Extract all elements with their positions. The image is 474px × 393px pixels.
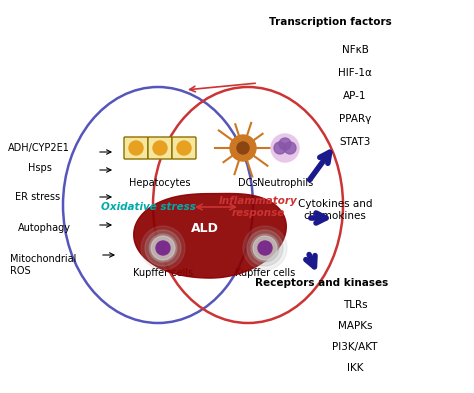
Text: Oxidative stress: Oxidative stress — [100, 202, 195, 212]
Circle shape — [258, 241, 272, 255]
Circle shape — [253, 236, 277, 260]
Text: AP-1: AP-1 — [343, 91, 367, 101]
Text: Hsps: Hsps — [28, 163, 52, 173]
Polygon shape — [134, 193, 286, 278]
Circle shape — [151, 236, 175, 260]
Text: Kupffer cells: Kupffer cells — [235, 268, 295, 278]
Circle shape — [284, 142, 296, 154]
FancyBboxPatch shape — [172, 137, 196, 159]
Circle shape — [274, 142, 286, 154]
Text: Mitochondrial
ROS: Mitochondrial ROS — [10, 254, 76, 276]
Text: DCs: DCs — [238, 178, 258, 188]
Circle shape — [271, 134, 299, 162]
Circle shape — [177, 141, 191, 155]
Text: STAT3: STAT3 — [339, 137, 371, 147]
Circle shape — [251, 234, 279, 262]
Circle shape — [247, 230, 283, 266]
Circle shape — [243, 226, 287, 270]
Text: HIF-1α: HIF-1α — [338, 68, 372, 78]
Text: NFκB: NFκB — [342, 45, 368, 55]
Circle shape — [230, 135, 256, 161]
Text: Transcription factors: Transcription factors — [269, 17, 392, 27]
Circle shape — [237, 142, 249, 154]
Text: ADH/CYP2E1: ADH/CYP2E1 — [8, 143, 70, 153]
Text: ER stress: ER stress — [15, 192, 60, 202]
Circle shape — [156, 241, 170, 255]
Circle shape — [279, 138, 291, 150]
Text: MAPKs: MAPKs — [338, 321, 372, 331]
Text: Hepatocytes: Hepatocytes — [129, 178, 191, 188]
Text: TLRs: TLRs — [343, 300, 367, 310]
Circle shape — [153, 141, 167, 155]
Text: Autophagy: Autophagy — [18, 223, 71, 233]
Text: IKK: IKK — [347, 363, 363, 373]
Text: Inflammatory
response: Inflammatory response — [219, 196, 297, 218]
Circle shape — [149, 234, 177, 262]
Text: Neutrophils: Neutrophils — [257, 178, 313, 188]
Text: Cytokines and
chemokines: Cytokines and chemokines — [298, 199, 372, 221]
FancyBboxPatch shape — [124, 137, 148, 159]
Circle shape — [141, 226, 185, 270]
Circle shape — [129, 141, 143, 155]
Circle shape — [145, 230, 181, 266]
Text: PI3K/AKT: PI3K/AKT — [332, 342, 378, 352]
Text: Receptors and kinases: Receptors and kinases — [255, 278, 389, 288]
FancyBboxPatch shape — [148, 137, 172, 159]
Text: PPARγ: PPARγ — [339, 114, 371, 124]
Text: ALD: ALD — [191, 222, 219, 235]
Text: Kupffer cells: Kupffer cells — [133, 268, 193, 278]
